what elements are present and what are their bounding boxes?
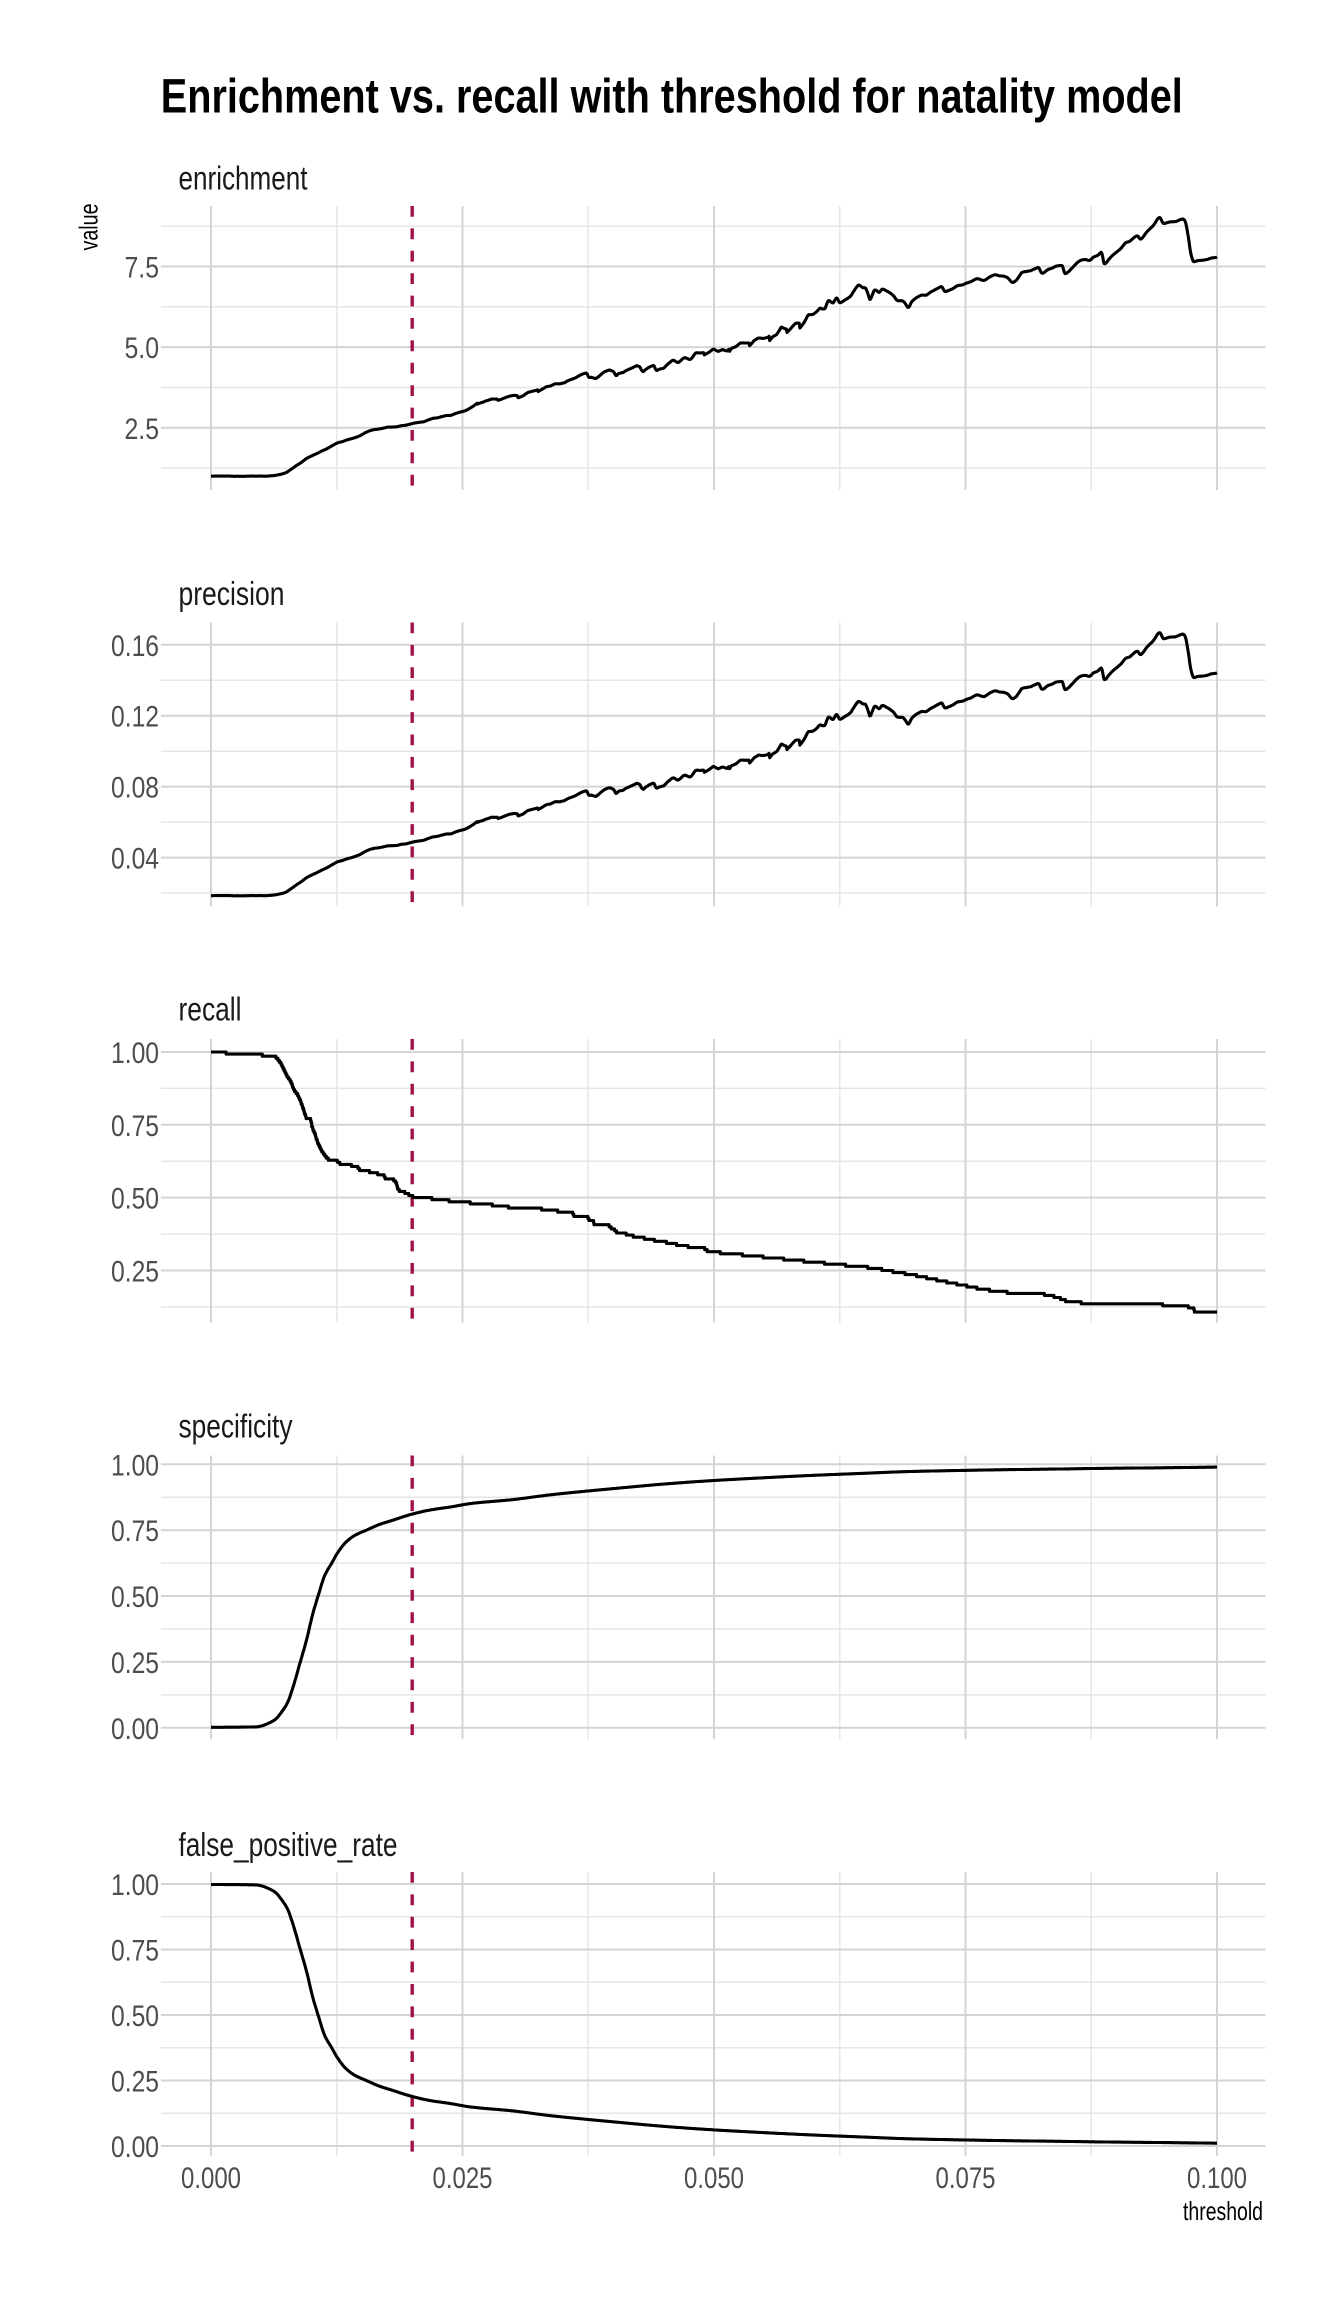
svg-text:7.5: 7.5: [125, 252, 160, 285]
svg-text:Enrichment vs. recall with thr: Enrichment vs. recall with threshold for…: [161, 71, 1183, 124]
svg-text:0.100: 0.100: [1187, 2162, 1247, 2195]
svg-text:0.050: 0.050: [684, 2162, 744, 2195]
svg-text:0.075: 0.075: [936, 2162, 996, 2195]
svg-text:0.00: 0.00: [111, 1713, 159, 1746]
svg-text:false_positive_rate: false_positive_rate: [179, 1826, 398, 1863]
svg-text:0.25: 0.25: [111, 1256, 159, 1289]
svg-text:0.50: 0.50: [111, 2000, 159, 2033]
svg-text:0.12: 0.12: [111, 701, 159, 734]
svg-text:0.025: 0.025: [433, 2162, 493, 2195]
svg-text:0.25: 0.25: [111, 2066, 159, 2099]
svg-text:0.75: 0.75: [111, 1935, 159, 1968]
svg-text:0.00: 0.00: [111, 2131, 159, 2164]
svg-text:0.04: 0.04: [111, 843, 159, 876]
svg-text:0.16: 0.16: [111, 630, 159, 663]
svg-text:threshold: threshold: [1183, 2196, 1263, 2226]
svg-text:precision: precision: [179, 575, 285, 612]
svg-text:enrichment: enrichment: [179, 160, 308, 197]
svg-text:0.08: 0.08: [111, 772, 159, 805]
svg-text:0.75: 0.75: [111, 1110, 159, 1143]
svg-text:specificity: specificity: [179, 1408, 293, 1445]
svg-text:recall: recall: [179, 991, 242, 1028]
svg-text:5.0: 5.0: [125, 332, 160, 365]
svg-text:0.50: 0.50: [111, 1581, 159, 1614]
svg-text:0.000: 0.000: [181, 2162, 241, 2195]
svg-text:value: value: [74, 204, 104, 251]
svg-text:1.00: 1.00: [111, 1037, 159, 1070]
svg-text:1.00: 1.00: [111, 1869, 159, 1902]
svg-text:1.00: 1.00: [111, 1449, 159, 1482]
svg-text:0.50: 0.50: [111, 1183, 159, 1216]
svg-text:0.25: 0.25: [111, 1647, 159, 1680]
svg-text:2.5: 2.5: [125, 413, 160, 446]
svg-text:0.75: 0.75: [111, 1515, 159, 1548]
